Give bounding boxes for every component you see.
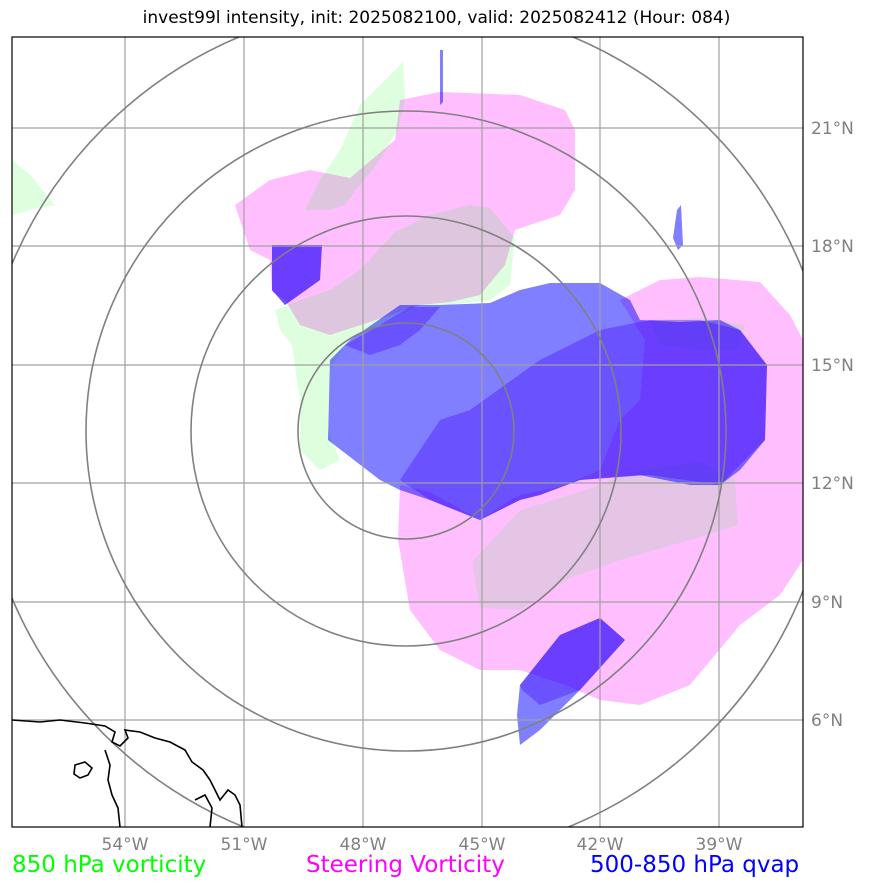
lat-tick-labels: 21°N 18°N 15°N 12°N 9°N 6°N <box>811 119 854 731</box>
qvap-region <box>673 205 683 250</box>
range-ring <box>190 215 622 647</box>
qvap-region <box>328 283 767 520</box>
map-frame <box>11 36 804 828</box>
legend-steering-vorticity: Steering Vorticity <box>306 852 505 878</box>
legend-qvap: 500-850 hPa qvap <box>590 852 800 878</box>
legend-vorticity-850: 850 hPa vorticity <box>12 852 207 878</box>
lat-tick-label: 12°N <box>811 474 854 494</box>
map-content <box>12 37 803 827</box>
qvap-region <box>272 245 322 305</box>
lon-tick-label: 48°W <box>340 835 387 855</box>
qvap-region <box>345 307 440 355</box>
range-ring <box>297 322 515 540</box>
lon-tick-label: 54°W <box>102 835 149 855</box>
lat-tick-label: 6°N <box>811 711 843 731</box>
coastline <box>104 749 121 827</box>
qvap-region <box>400 320 767 520</box>
lat-tick-label: 18°N <box>811 237 854 257</box>
coastline <box>12 719 243 827</box>
range-rings <box>12 37 803 827</box>
plot-title: invest99l intensity, init: 2025082100, v… <box>142 8 731 28</box>
range-ring <box>85 110 727 752</box>
qvap-core-layer <box>272 245 767 705</box>
lon-tick-label: 51°W <box>221 835 268 855</box>
gridlines <box>12 37 803 827</box>
qvap-region <box>440 50 443 105</box>
coastline <box>194 793 213 827</box>
lon-tick-label: 45°W <box>459 835 506 855</box>
vorticity-850-region <box>305 62 405 210</box>
coastline <box>73 761 94 779</box>
qvap-region <box>520 618 625 705</box>
vorticity-850-region <box>275 205 515 470</box>
lat-tick-label: 15°N <box>811 356 854 376</box>
lat-tick-label: 21°N <box>811 119 854 139</box>
qvap-region <box>517 618 625 745</box>
vorticity-850-region <box>472 462 738 610</box>
qvap-layer <box>272 50 767 745</box>
lon-tick-label: 42°W <box>577 835 624 855</box>
lon-tick-label: 39°W <box>696 835 743 855</box>
lat-tick-label: 9°N <box>811 593 843 613</box>
qvap-region <box>272 245 322 305</box>
lon-tick-labels: 54°W 51°W 48°W 45°W 42°W 39°W <box>102 835 743 855</box>
